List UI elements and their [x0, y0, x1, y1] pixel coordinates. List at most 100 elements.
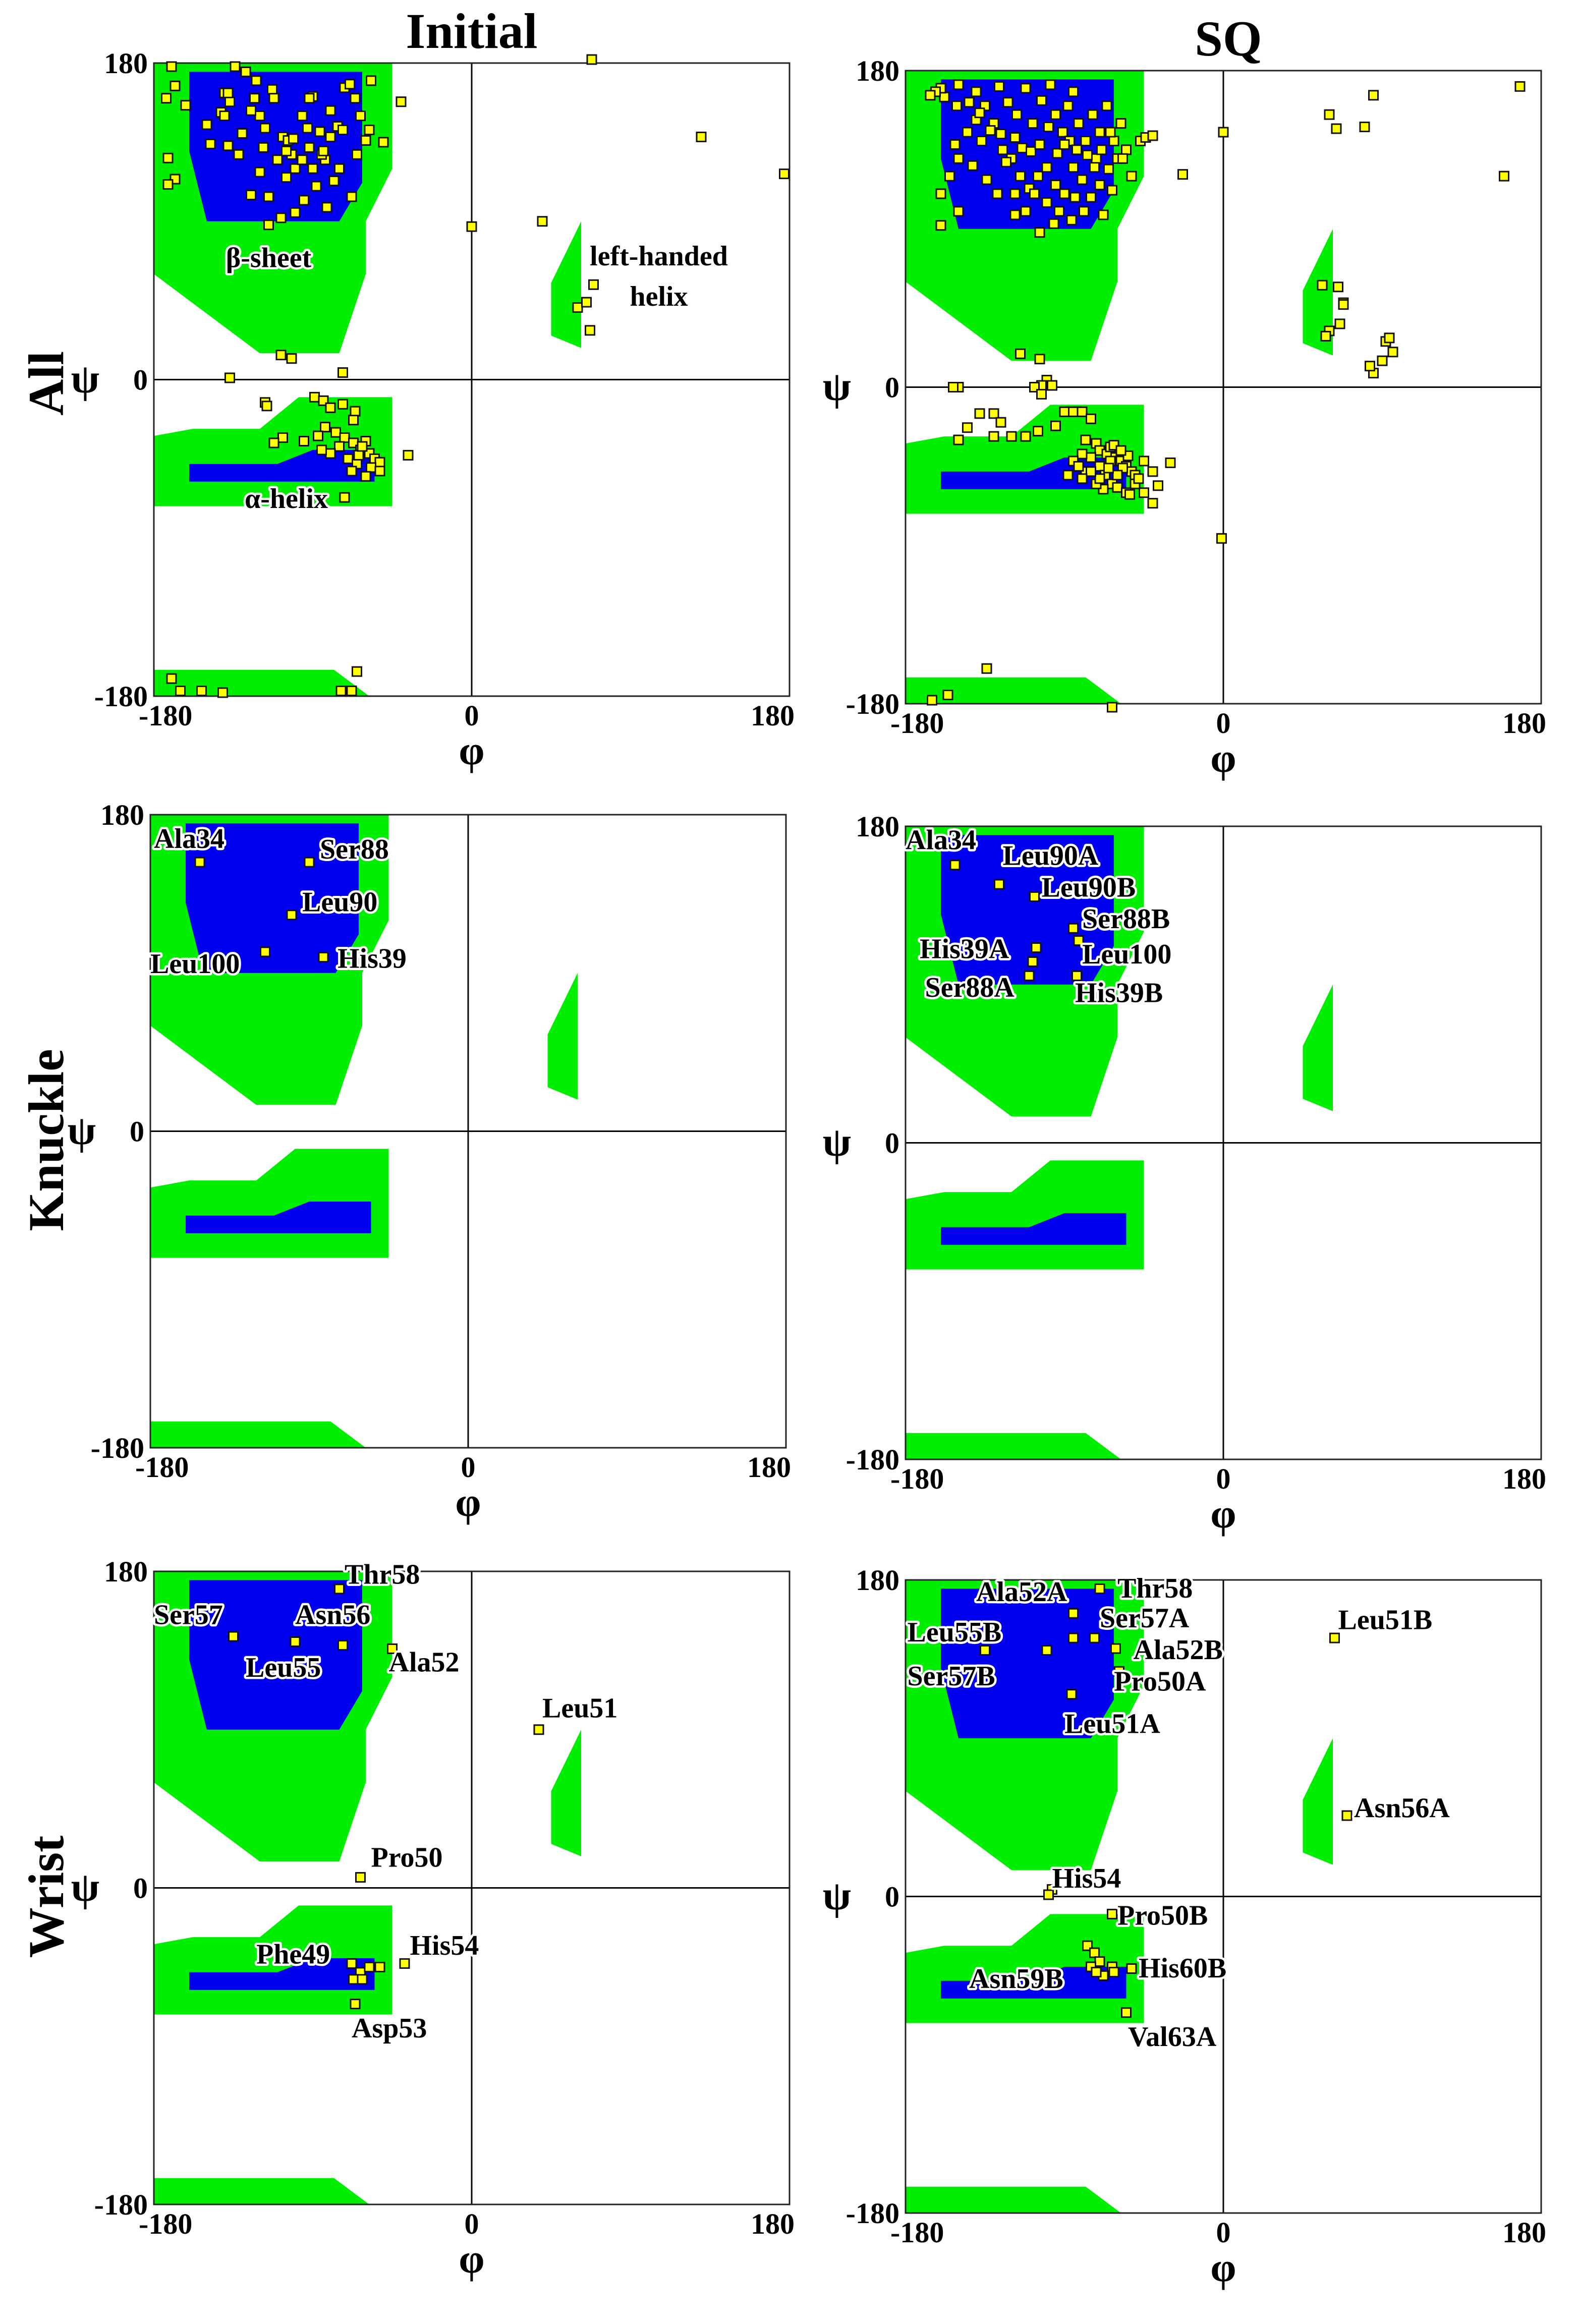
residue-label: Leu51A	[1064, 1708, 1160, 1739]
region-label: α-helix	[245, 483, 328, 515]
data-point	[1377, 355, 1388, 366]
residue-label: Leu55	[246, 1652, 321, 1683]
data-point	[1087, 109, 1098, 120]
data-point	[1077, 406, 1088, 417]
data-point	[219, 110, 230, 122]
data-point	[343, 453, 354, 464]
data-point	[1086, 452, 1096, 463]
data-point	[1068, 162, 1079, 173]
y-axis-label: ψ	[823, 1873, 851, 1918]
data-point	[1329, 1632, 1340, 1643]
data-point	[272, 154, 283, 165]
data-point	[988, 408, 999, 419]
data-point	[325, 105, 336, 116]
data-point	[345, 79, 355, 90]
residue-label: Ala34	[906, 824, 976, 856]
data-point	[328, 176, 340, 187]
data-point	[964, 97, 975, 108]
x-tick-label: 0	[1216, 2216, 1231, 2249]
data-point	[357, 1974, 368, 1985]
data-point	[1009, 132, 1021, 143]
panel-all-sq: -180 0 180 180 0 -180 φ ψ	[823, 54, 1546, 781]
data-point	[1094, 1583, 1105, 1594]
y-tick-label: 0	[885, 1881, 899, 1913]
residue-label: Thr58	[345, 1559, 420, 1590]
data-point	[307, 163, 318, 174]
plot-frame	[153, 1570, 791, 2205]
data-point	[1029, 891, 1040, 902]
data-point	[967, 160, 978, 171]
allowed-region	[906, 1433, 1121, 1459]
x-tick-label: 180	[1502, 2216, 1546, 2249]
data-point	[299, 195, 309, 206]
data-point	[1001, 156, 1011, 167]
data-point	[325, 402, 336, 413]
data-point	[942, 690, 953, 701]
data-point	[258, 142, 269, 153]
data-point	[180, 100, 191, 111]
data-point	[1096, 144, 1107, 155]
data-point	[222, 140, 234, 151]
data-point	[1024, 970, 1035, 981]
data-point	[1338, 299, 1349, 310]
data-point	[196, 686, 207, 697]
residue-label: His54	[1052, 1863, 1121, 1894]
data-point	[1112, 482, 1123, 493]
residue-label: His39B	[1075, 978, 1163, 1009]
x-tick-label: -180	[139, 2207, 192, 2240]
data-point	[350, 93, 361, 104]
data-point	[286, 353, 297, 364]
data-point	[240, 66, 251, 77]
data-point	[948, 382, 958, 392]
data-point	[974, 408, 985, 419]
data-point	[995, 129, 1006, 139]
plot-frame	[153, 62, 791, 697]
data-point	[994, 81, 1004, 92]
data-point	[346, 1958, 357, 1969]
data-point	[1147, 466, 1158, 477]
residue-label: His54	[410, 1930, 479, 1961]
x-tick-label: 180	[751, 2207, 795, 2240]
data-point	[1043, 1889, 1054, 1900]
data-point	[953, 79, 964, 90]
data-point	[224, 96, 235, 107]
data-point	[261, 401, 272, 412]
data-point	[1133, 473, 1144, 484]
y-tick-label: 180	[856, 1564, 899, 1597]
data-point	[1147, 498, 1158, 509]
data-point	[304, 93, 315, 104]
data-point	[1027, 956, 1038, 967]
data-point	[1126, 171, 1137, 182]
data-point	[581, 297, 592, 308]
data-point	[1359, 122, 1370, 133]
residue-label: Leu51B	[1338, 1605, 1433, 1636]
data-point	[335, 686, 347, 697]
data-point	[275, 350, 287, 361]
residue-label: His60B	[1139, 1953, 1226, 1984]
x-tick-label: 180	[747, 1451, 791, 1484]
residue-label: Asn56	[295, 1600, 370, 1631]
y-tick-label: 0	[885, 371, 899, 404]
x-axis-label: φ	[1210, 2244, 1236, 2290]
data-point	[1034, 227, 1045, 238]
residue-label: Leu51	[542, 1692, 617, 1724]
data-point	[1117, 153, 1128, 164]
data-point	[1077, 174, 1088, 185]
data-point	[249, 93, 260, 104]
data-point	[1072, 144, 1082, 155]
data-point	[1068, 923, 1079, 934]
data-point	[1062, 470, 1074, 481]
x-tick-label: -180	[135, 1451, 189, 1484]
data-point	[1033, 426, 1043, 437]
panel-knuckle-sq: -180 0 1801800-180φψAla34Leu90ALeu90BSer88…	[823, 810, 1546, 1537]
core-region	[186, 1201, 371, 1233]
residue-label: Leu100	[150, 948, 240, 980]
data-point	[585, 325, 595, 336]
data-point	[355, 110, 366, 122]
data-point	[995, 417, 1006, 428]
data-point	[348, 1974, 359, 1985]
data-point	[1115, 445, 1126, 456]
data-point	[953, 206, 964, 217]
data-point	[1094, 127, 1105, 138]
